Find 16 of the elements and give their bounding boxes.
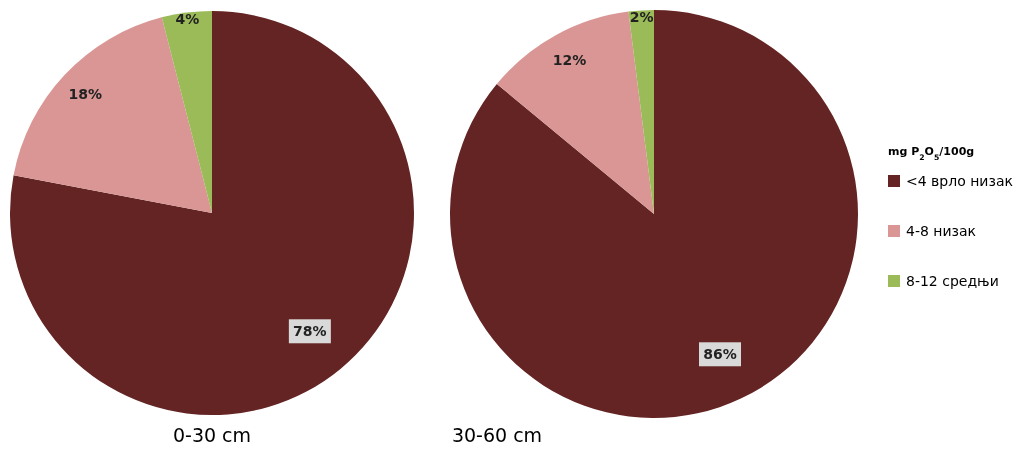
legend-label: 8-12 средњи xyxy=(906,273,999,289)
pie-slice xyxy=(496,11,654,214)
legend-label: <4 врло низак xyxy=(906,173,1013,189)
pie-slice xyxy=(161,11,212,213)
data-label: 86% xyxy=(703,346,737,363)
pie-slice xyxy=(10,11,414,415)
data-label: 78% xyxy=(293,323,327,340)
data-label: 12% xyxy=(552,52,587,69)
text: 30-60 cm xyxy=(451,424,543,446)
legend-title: mg P$_{2}$O$_{5}$/100g xyxy=(888,145,975,162)
data-label: 4% xyxy=(175,10,200,27)
pie-slice xyxy=(450,10,858,418)
data-label: 2% xyxy=(629,8,654,25)
data-label: 18% xyxy=(68,86,103,103)
legend-label: 4-8 низак xyxy=(906,223,977,239)
text: 0-30 cm xyxy=(172,424,252,446)
